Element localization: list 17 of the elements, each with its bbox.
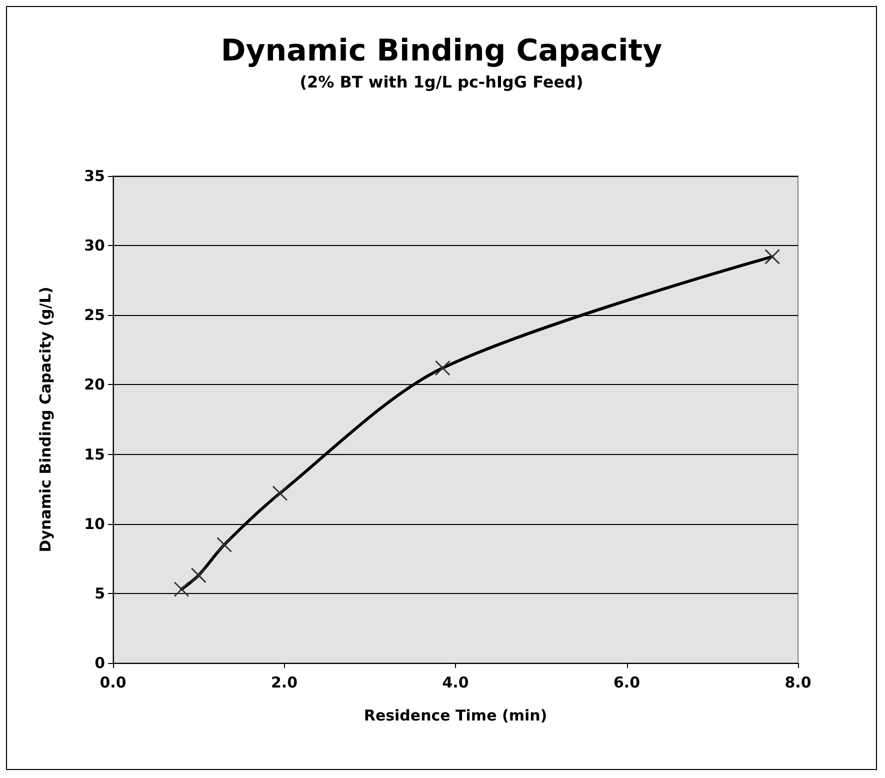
x-tick-label: 0.0 — [100, 674, 126, 692]
y-axis-title: Dynamic Binding Capacity (g/L) — [36, 286, 54, 552]
y-tick-label: 20 — [84, 376, 105, 394]
chart-subtitle: (2% BT with 1g/L pc-hIgG Feed) — [300, 72, 584, 92]
x-axis-title: Residence Time (min) — [364, 706, 548, 724]
x-tick-label: 8.0 — [784, 674, 812, 692]
chart-title: Dynamic Binding Capacity — [220, 34, 663, 68]
y-tick-label: 15 — [84, 445, 105, 464]
x-tick-label: 6.0 — [613, 674, 640, 692]
y-tick-label: 35 — [84, 167, 105, 185]
x-tick-label: 2.0 — [270, 674, 298, 692]
y-tick-label: 25 — [84, 306, 105, 324]
x-tick-label: 4.0 — [442, 674, 469, 692]
y-tick-label: 10 — [84, 514, 105, 533]
y-tick-label: 0 — [94, 654, 105, 672]
y-tick-label: 30 — [84, 236, 105, 255]
y-tick-label: 5 — [94, 584, 105, 602]
